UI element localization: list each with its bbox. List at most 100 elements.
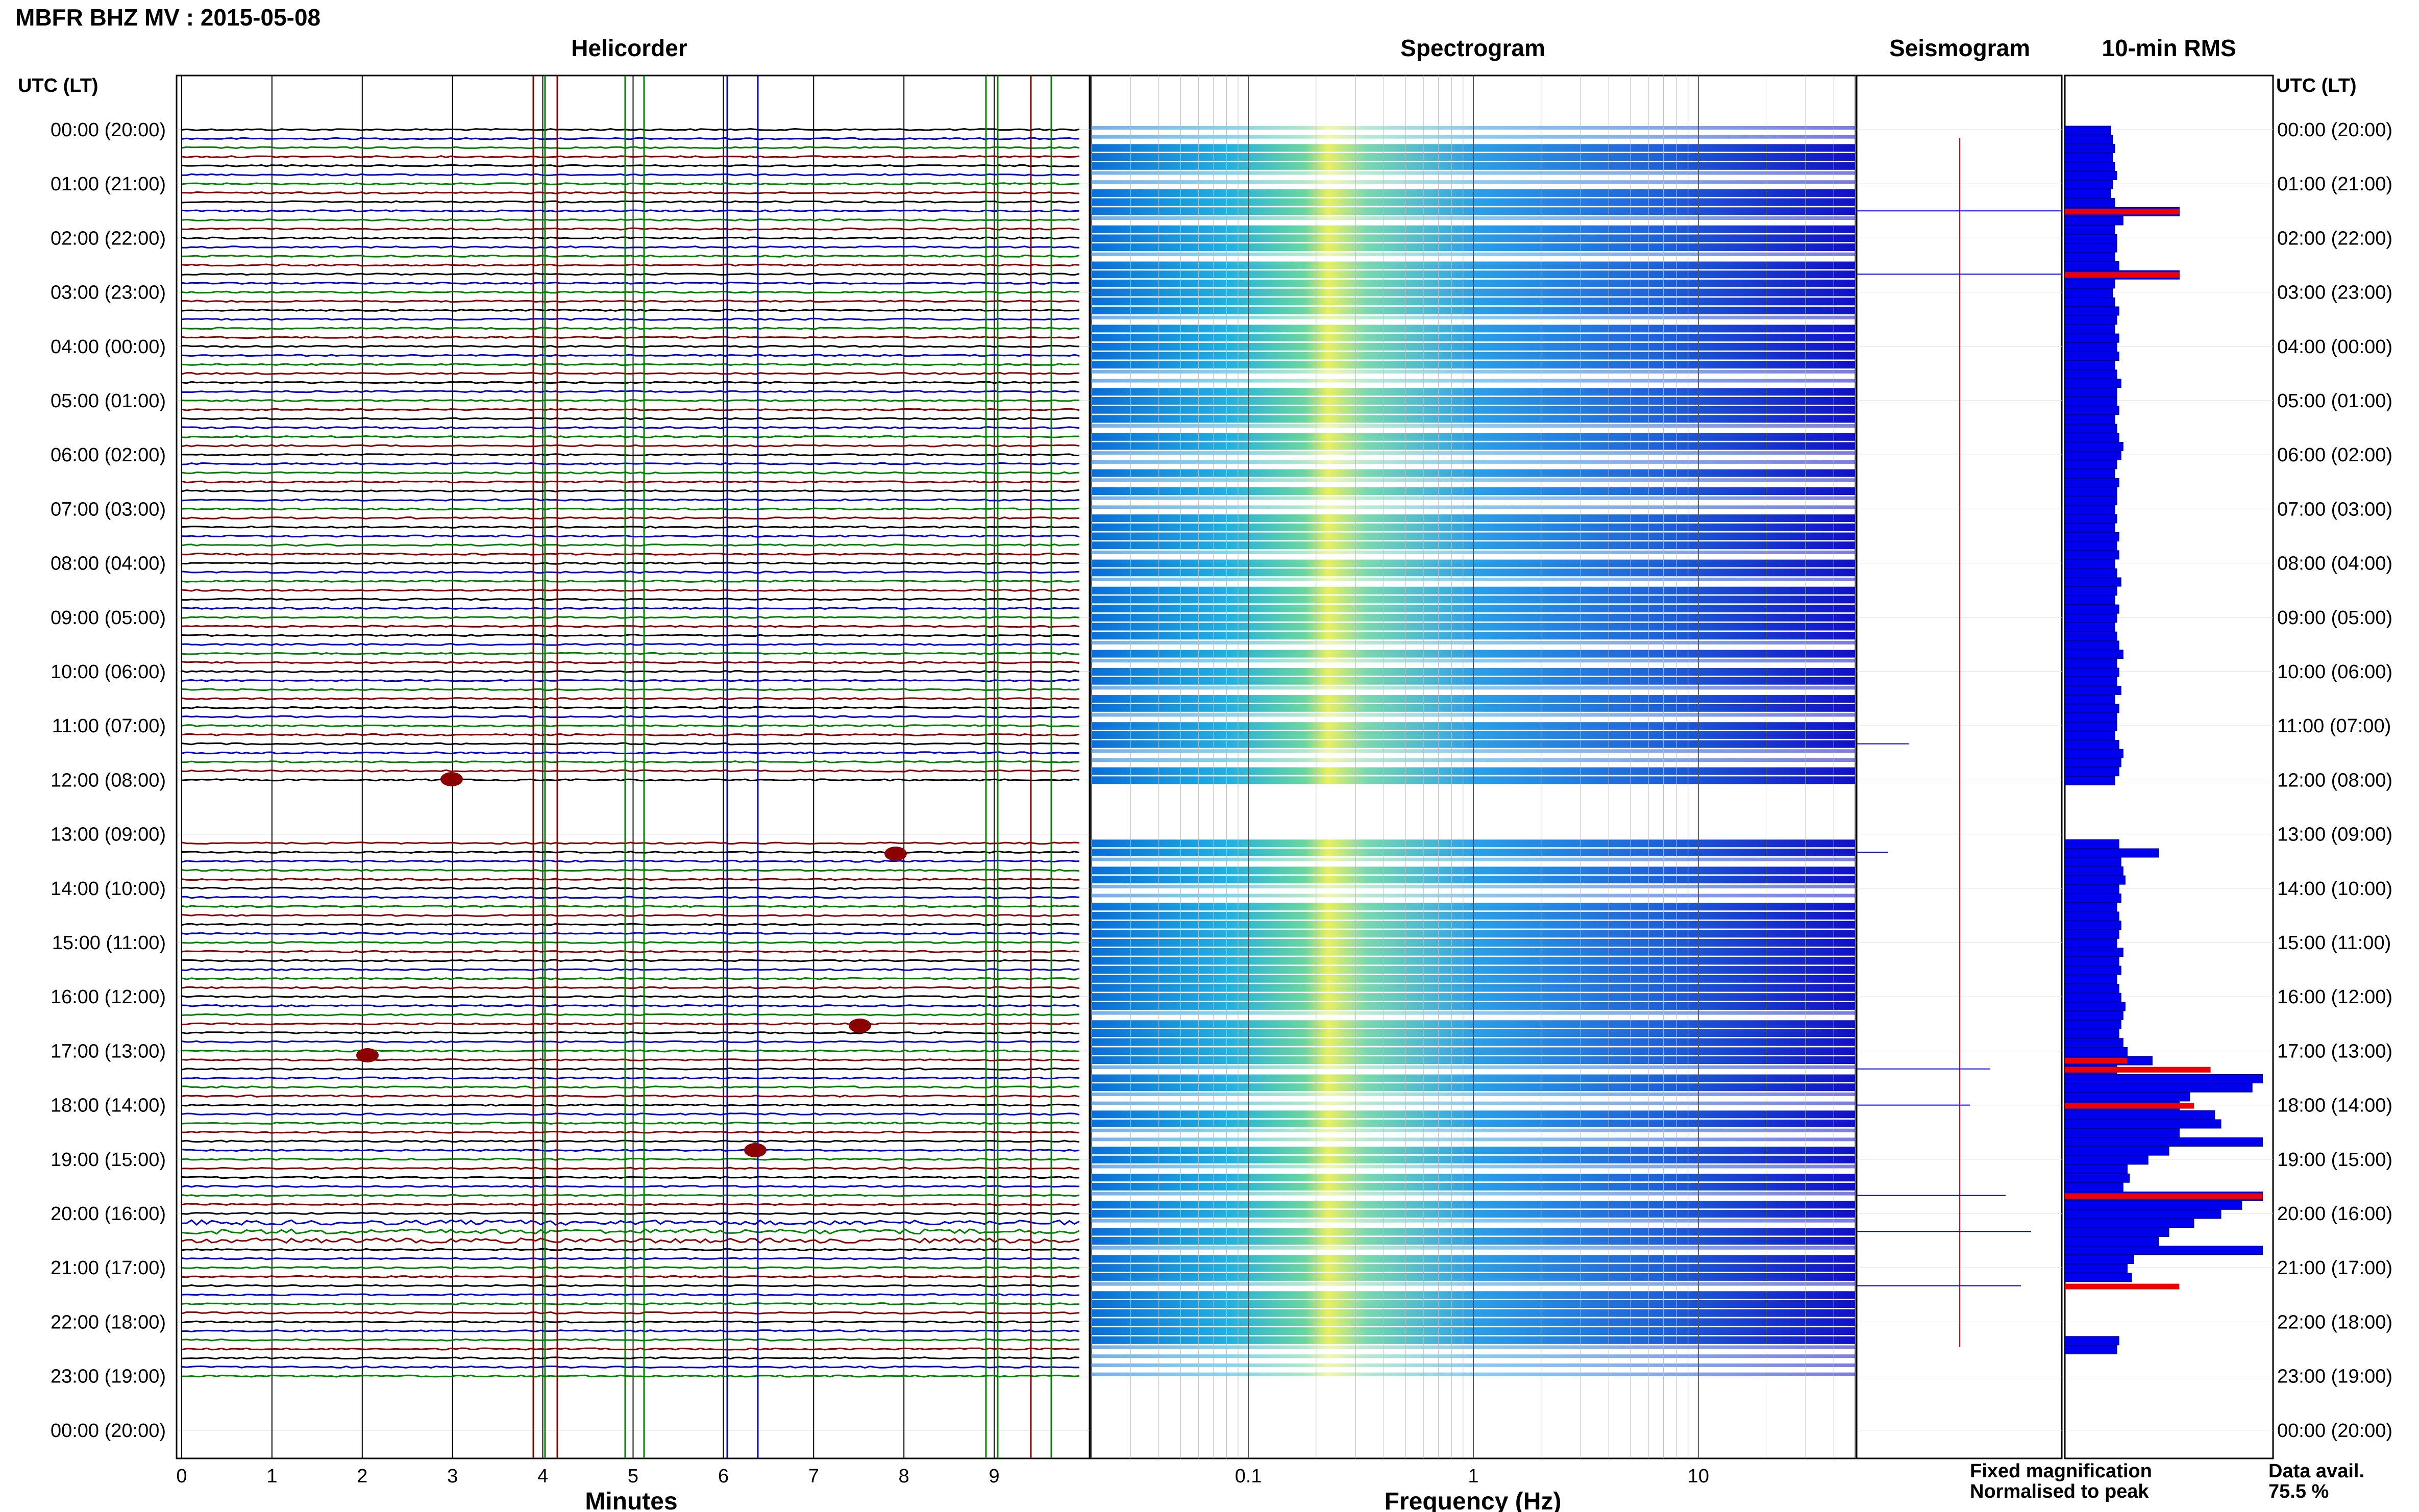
rms-bar-fixed xyxy=(2064,424,2117,433)
frequency-axis-label: Frequency (Hz) xyxy=(1385,1488,1562,1512)
time-label-right: 13:00 (09:00) xyxy=(2277,824,2392,846)
rms-bar-fixed xyxy=(2064,1200,2242,1210)
rms-bar-fixed xyxy=(2064,532,2119,541)
helicorder-trace xyxy=(181,408,1080,411)
time-axis-label-right: UTC (LT) xyxy=(2276,75,2357,96)
rms-bar-fixed xyxy=(2064,306,2119,316)
helicorder-trace xyxy=(181,462,1080,465)
time-label-left: 10:00 (06:00) xyxy=(51,661,166,683)
minutes-axis-label: Minutes xyxy=(585,1488,677,1512)
helicorder-trace xyxy=(181,344,1080,348)
rms-bar-fixed xyxy=(2064,667,2119,677)
helicorder-trace xyxy=(181,1031,1080,1035)
time-label-left: 23:00 (19:00) xyxy=(51,1366,166,1387)
rms-bar-fixed xyxy=(2064,234,2117,243)
helicorder-trace xyxy=(181,308,1080,312)
time-label-left: 11:00 (07:00) xyxy=(52,715,166,737)
helicorder-trace xyxy=(181,886,1080,890)
minute-tick-label: 0 xyxy=(176,1466,187,1487)
helicorder-trace xyxy=(181,1004,1080,1007)
helicorder-trace xyxy=(181,363,1080,366)
helicorder-trace xyxy=(181,435,1080,438)
rms-bar-peak xyxy=(2065,1058,2128,1064)
helicorder-trace xyxy=(181,724,1080,728)
minute-tick-label: 9 xyxy=(989,1466,1000,1487)
helicorder-trace xyxy=(181,227,1080,231)
time-label-right: 21:00 (17:00) xyxy=(2277,1257,2392,1279)
time-label-left: 22:00 (18:00) xyxy=(51,1311,166,1333)
rms-bar-fixed xyxy=(2064,956,2119,966)
time-label-right: 20:00 (16:00) xyxy=(2277,1203,2392,1225)
frequency-tick-label: 1 xyxy=(1468,1466,1478,1487)
rms-bar-fixed xyxy=(2064,333,2119,343)
rms-bar-fixed xyxy=(2064,685,2121,695)
helicorder-trace xyxy=(181,706,1080,709)
rms-bar-fixed xyxy=(2064,514,2117,524)
time-label-right: 23:00 (19:00) xyxy=(2277,1366,2392,1387)
legend-fixed: Fixed magnification xyxy=(1970,1460,2152,1482)
time-label-right: 05:00 (01:00) xyxy=(2277,390,2392,412)
rms-bar-fixed xyxy=(2064,929,2119,939)
minute-tick-label: 3 xyxy=(447,1466,458,1487)
rms-bar-fixed xyxy=(2064,369,2117,379)
helicorder-trace xyxy=(181,1266,1080,1270)
time-labels-right: 00:00 (20:00) 01:00 (21:00) 02:00 (22:00) 0… xyxy=(2277,119,2392,1442)
rms-bar-fixed xyxy=(2064,342,2117,352)
helicorder-trace xyxy=(181,697,1080,701)
rms-bar-fixed xyxy=(2064,396,2117,406)
time-label-left: 06:00 (02:00) xyxy=(51,444,166,466)
rms-bar-fixed xyxy=(2064,776,2115,785)
helicorder-trace xyxy=(182,1049,1080,1053)
rms-bar-fixed xyxy=(2064,1074,2263,1083)
helicorder-trace xyxy=(181,1130,1080,1134)
helicorder-trace xyxy=(181,1311,1080,1315)
rms-bar-fixed xyxy=(2064,180,2113,189)
helicorder-trace xyxy=(181,932,1080,935)
helicorder-trace xyxy=(181,1228,1080,1235)
rms-bar-fixed xyxy=(2064,1002,2126,1011)
time-label-left: 01:00 (21:00) xyxy=(51,173,166,195)
helicorder-trace xyxy=(181,1067,1080,1071)
rms-bar-fixed xyxy=(2064,984,2119,993)
time-label-right: 19:00 (15:00) xyxy=(2277,1149,2392,1171)
helicorder-trace xyxy=(181,598,1080,601)
rms-bar-fixed xyxy=(2064,965,2121,975)
rms-bar-fixed xyxy=(2064,767,2119,777)
rms-bar-fixed xyxy=(2064,577,2121,587)
helicorder-trace xyxy=(181,959,1080,962)
rms-bar-fixed xyxy=(2064,1029,2119,1038)
rms-bar-fixed xyxy=(2064,1092,2190,1102)
helicorder-trace xyxy=(181,905,1080,908)
helicorder-trace xyxy=(181,1139,1080,1143)
helicorder-trace xyxy=(181,1293,1080,1297)
helicorder-trace xyxy=(181,272,1080,276)
helicorder-trace xyxy=(181,534,1080,538)
time-label-left: 20:00 (16:00) xyxy=(51,1203,166,1225)
rms-bar-fixed xyxy=(2064,695,2115,704)
helicorder-trace xyxy=(181,245,1080,249)
time-label-right: 22:00 (18:00) xyxy=(2277,1311,2392,1333)
rms-bar-fixed xyxy=(2064,198,2115,208)
time-label-right: 02:00 (22:00) xyxy=(2277,228,2392,249)
helicorder-trace xyxy=(181,1374,1080,1378)
helicorder-trace xyxy=(181,940,1080,945)
time-label-left: 00:00 (20:00) xyxy=(51,1420,166,1442)
rms-bar-fixed xyxy=(2064,550,2119,560)
rms-bar-fixed xyxy=(2064,315,2117,325)
helicorder-trace xyxy=(181,561,1080,565)
helicorder-trace xyxy=(181,209,1080,213)
time-label-right: 07:00 (03:00) xyxy=(2277,499,2392,520)
rms-bar-fixed xyxy=(2064,1164,2128,1174)
helicorder-trace xyxy=(181,1157,1080,1161)
helicorder-trace xyxy=(181,1121,1080,1125)
rms-bar-fixed xyxy=(2064,189,2111,199)
helicorder-trace xyxy=(181,1219,1080,1226)
helicorder-trace xyxy=(181,1076,1080,1080)
rms-bar-fixed xyxy=(2064,523,2115,533)
helicorder-trace xyxy=(181,218,1080,222)
rms-bar-fixed xyxy=(2064,975,2117,984)
helicorder-trace xyxy=(181,642,1080,646)
helicorder-trace xyxy=(181,1329,1080,1333)
helicorder-trace xyxy=(181,1167,1080,1170)
